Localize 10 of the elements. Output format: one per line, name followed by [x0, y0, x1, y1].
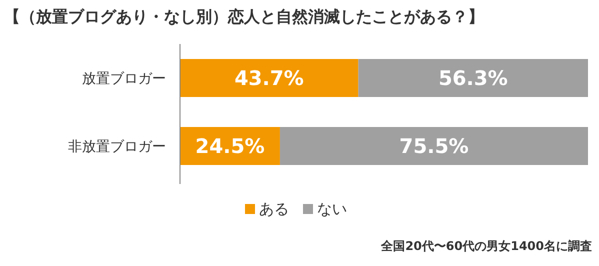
- data-label: 56.3%: [438, 66, 508, 90]
- chart-title: 【（放置ブログあり・なし別）恋人と自然消滅したことがある？】: [4, 7, 484, 26]
- text: 全国20代〜60代の男女1400名に調査: [380, 239, 592, 253]
- data-label: 43.7%: [234, 66, 304, 90]
- y-tick-label: 非放置ブロガー: [68, 139, 166, 155]
- data-label: 24.5%: [195, 134, 265, 158]
- legend-label: ない: [317, 200, 347, 218]
- legend-label: ある: [259, 200, 289, 218]
- y-tick-label: 放置ブロガー: [82, 71, 166, 87]
- data-label: 75.5%: [399, 134, 469, 158]
